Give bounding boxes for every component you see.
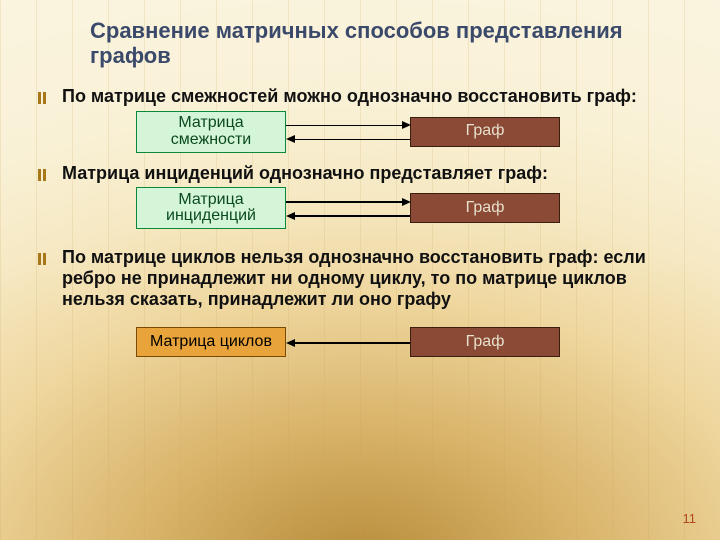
arrow-line bbox=[286, 201, 402, 202]
box-graph: Граф bbox=[410, 193, 560, 223]
bullet-marker-icon bbox=[38, 253, 52, 265]
bullet-text: По матрице циклов нельзя однозначно восс… bbox=[62, 247, 678, 309]
box-graph: Граф bbox=[410, 327, 560, 357]
arrow-head-icon bbox=[286, 135, 295, 143]
arrow-line bbox=[294, 139, 410, 140]
arrow-line bbox=[294, 215, 410, 216]
slide-title: Сравнение матричных способов представлен… bbox=[90, 18, 630, 69]
box-cycles-matrix: Матрица циклов bbox=[136, 327, 286, 357]
arrow-line bbox=[294, 342, 410, 343]
box-incidence-matrix: Матрица инциденций bbox=[136, 187, 286, 229]
box-adjacency-matrix: Матрица смежности bbox=[136, 111, 286, 153]
bullet-item: По матрице циклов нельзя однозначно восс… bbox=[38, 247, 678, 309]
diagram-incidence: Матрица инциденций Граф bbox=[136, 187, 678, 247]
arrow-head-icon bbox=[402, 121, 411, 129]
page-number: 11 bbox=[683, 511, 697, 526]
arrow-head-icon bbox=[286, 212, 295, 220]
box-graph: Граф bbox=[410, 117, 560, 147]
bullet-marker-icon bbox=[38, 92, 52, 104]
bullet-text: По матрице смежностей можно однозначно в… bbox=[62, 86, 637, 107]
arrow-head-icon bbox=[286, 339, 295, 347]
bullet-item: По матрице смежностей можно однозначно в… bbox=[38, 86, 678, 107]
arrow-line bbox=[286, 125, 402, 126]
slide-body: По матрице смежностей можно однозначно в… bbox=[38, 86, 678, 367]
diagram-adjacency: Матрица смежности Граф bbox=[136, 111, 678, 163]
arrow-head-icon bbox=[402, 198, 411, 206]
slide: Сравнение матричных способов представлен… bbox=[0, 0, 720, 540]
bullet-item: Матрица инциденций однозначно представля… bbox=[38, 163, 678, 184]
diagram-cycles: Матрица циклов Граф bbox=[136, 327, 678, 367]
bullet-text: Матрица инциденций однозначно представля… bbox=[62, 163, 548, 184]
bullet-marker-icon bbox=[38, 169, 52, 181]
